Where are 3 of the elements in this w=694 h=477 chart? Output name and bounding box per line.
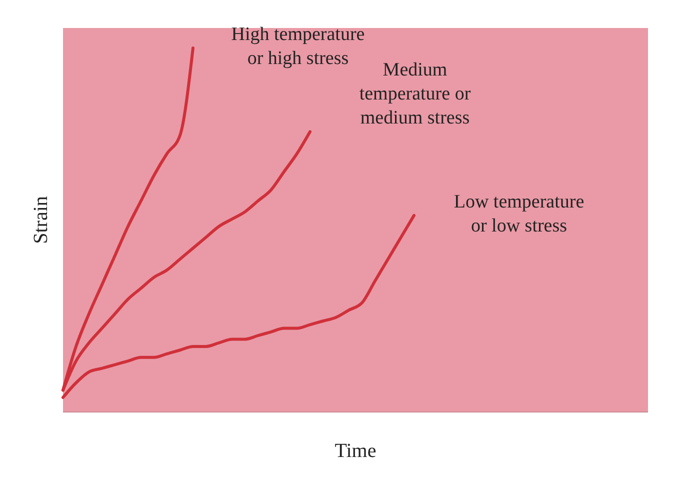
x-axis-title: Time (334, 440, 376, 462)
y-axis-title: Strain (30, 196, 52, 244)
text: Low temperature or low stress (454, 191, 584, 236)
